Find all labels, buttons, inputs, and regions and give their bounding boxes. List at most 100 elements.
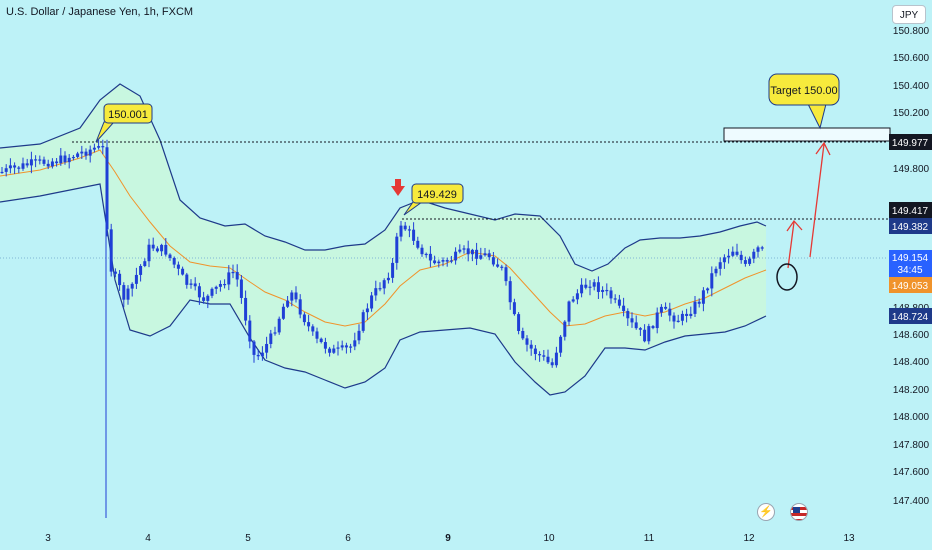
candle-162 (680, 310, 684, 326)
candle-118 (496, 258, 500, 268)
candle-94 (395, 232, 399, 270)
candle-59 (248, 315, 252, 349)
candle-32 (134, 267, 138, 289)
price-tick-2: 147.800 (893, 440, 930, 451)
candle-124 (521, 327, 525, 341)
candle-161 (676, 314, 680, 323)
candle-36 (151, 237, 155, 252)
candle-116 (487, 249, 491, 261)
candle-165 (693, 296, 697, 317)
candle-19 (80, 145, 84, 159)
candle-88 (370, 291, 374, 312)
candle-179 (752, 248, 756, 264)
candle-174 (731, 246, 735, 258)
candle-114 (479, 247, 483, 260)
time-axis[interactable]: 3 4 5 6 9 10 11 12 13 (45, 533, 855, 544)
candle-92 (386, 272, 390, 284)
candle-43 (181, 266, 185, 276)
candle-177 (743, 256, 747, 267)
candle-18 (76, 151, 80, 159)
marker-circle (776, 263, 798, 291)
candle-144 (605, 283, 609, 296)
candle-136 (571, 296, 575, 303)
candle-31 (130, 282, 134, 297)
candle-1 (4, 164, 8, 177)
price-tick-1: 147.600 (893, 467, 930, 478)
candle-173 (727, 248, 731, 264)
second-high-callout: 149.429 (403, 183, 464, 216)
candle-131 (550, 358, 554, 368)
candle-79 (332, 344, 336, 354)
candle-156 (655, 307, 659, 334)
high-callout: 150.001 (95, 103, 153, 143)
down-arrow-icon (391, 179, 405, 196)
candle-152 (638, 327, 642, 336)
candle-45 (189, 279, 193, 289)
candle-8 (34, 155, 38, 168)
candle-26 (109, 223, 113, 277)
candle-85 (357, 324, 361, 345)
candle-98 (412, 222, 416, 246)
currency-button[interactable]: JPY (892, 5, 926, 24)
candle-76 (319, 337, 323, 344)
candle-154 (647, 323, 651, 345)
price-tick-6: 148.600 (893, 330, 930, 341)
candle-73 (307, 314, 311, 332)
candle-27 (113, 268, 117, 278)
candle-134 (563, 320, 567, 341)
candle-14 (59, 148, 63, 166)
candle-140 (588, 280, 592, 296)
candle-25 (105, 139, 109, 237)
candle-89 (374, 280, 378, 301)
candle-86 (361, 309, 365, 333)
candle-148 (622, 297, 626, 317)
candle-167 (701, 287, 705, 312)
candle-70 (294, 286, 298, 303)
candle-80 (336, 341, 340, 356)
candle-46 (193, 277, 197, 291)
bollinger-lower-band (0, 183, 767, 396)
candle-78 (328, 346, 332, 357)
candle-133 (559, 335, 563, 357)
candle-57 (239, 275, 243, 304)
candle-48 (202, 291, 206, 304)
target-callout: Target 150.00 (768, 73, 840, 130)
price-tick-3: 148.000 (893, 412, 930, 423)
time-tick-7: 12 (743, 533, 755, 544)
candle-30 (126, 285, 130, 305)
us-flag-icon[interactable] (790, 503, 808, 521)
candle-34 (143, 258, 147, 268)
candle-170 (714, 266, 718, 277)
candle-128 (538, 351, 542, 362)
candle-171 (718, 257, 722, 276)
lightning-icon[interactable]: ⚡ (757, 503, 775, 521)
candle-15 (63, 151, 67, 165)
candle-122 (512, 298, 516, 316)
time-tick-0: 3 (45, 533, 51, 544)
candle-160 (672, 312, 676, 329)
candle-37 (155, 246, 159, 253)
candle-164 (689, 306, 693, 319)
candle-175 (735, 243, 739, 257)
candle-64 (269, 329, 273, 349)
candle-55 (231, 264, 235, 279)
candle-99 (416, 236, 420, 250)
candle-29 (122, 282, 126, 308)
candle-181 (760, 245, 764, 251)
candle-7 (29, 151, 33, 174)
target-callout-label: Target 150.00 (770, 85, 837, 97)
candle-115 (483, 247, 487, 257)
candle-166 (697, 298, 701, 308)
candle-82 (344, 342, 348, 354)
candle-11 (46, 159, 50, 170)
candle-100 (420, 244, 424, 257)
target-zone-box[interactable] (723, 127, 891, 142)
candle-10 (42, 156, 46, 167)
time-tick-6: 11 (644, 533, 655, 544)
price-badges: 149.977 149.417 149.382 149.154 34:45 14… (889, 134, 932, 324)
candle-169 (710, 266, 714, 297)
candle-77 (323, 337, 327, 354)
price-tick-10: 150.200 (893, 108, 930, 119)
candle-102 (428, 246, 432, 268)
